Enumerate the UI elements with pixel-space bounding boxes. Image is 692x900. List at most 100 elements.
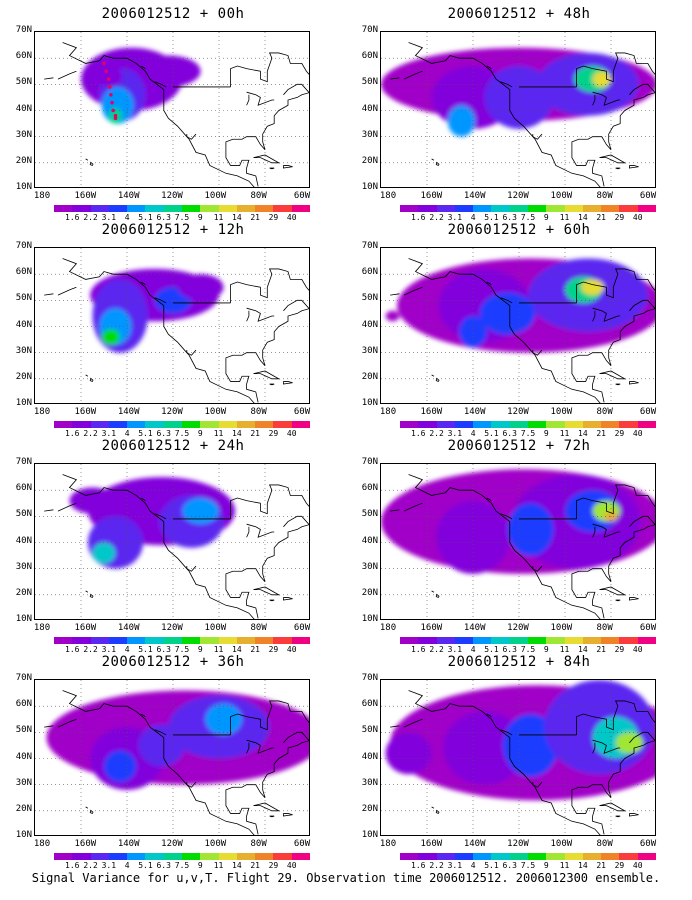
coastline <box>571 363 605 403</box>
colorbar <box>400 853 656 860</box>
coastline <box>615 383 621 386</box>
map-panel: 2006012512 + 00h 70N 60N 50N 40N 30N 20N 10N 180… <box>0 0 346 222</box>
coastline <box>225 524 309 583</box>
coastline <box>408 474 601 619</box>
coastline <box>615 599 621 602</box>
colorbar-label: 1.6 <box>411 861 426 870</box>
variance-contour <box>581 279 605 296</box>
colorbar-swatch <box>145 205 164 212</box>
coastline <box>246 307 275 322</box>
coastline <box>571 795 605 835</box>
coastline <box>431 158 435 161</box>
coastline <box>403 70 423 80</box>
coastline <box>592 91 621 106</box>
coastline <box>576 484 655 519</box>
colorbar-label: 40 <box>286 645 297 654</box>
coastline <box>230 700 309 735</box>
latitude-label: 30N <box>361 345 378 356</box>
longitude-label: 180 <box>379 407 397 417</box>
colorbar-swatch <box>181 853 201 860</box>
colorbar-swatch <box>127 853 146 860</box>
latitude-label: 70N <box>361 241 378 251</box>
longitude-label: 60W <box>293 623 311 633</box>
colorbar-label: 2.2 <box>83 645 98 654</box>
colorbar-label: 29 <box>614 645 625 654</box>
coastline <box>571 147 605 187</box>
longitude-label: 140W <box>463 839 486 849</box>
longitude-label: 60W <box>639 407 657 417</box>
coastline <box>435 377 440 382</box>
colorbar-label: 21 <box>250 213 260 222</box>
longitude-label: 60W <box>293 191 311 201</box>
latitude-label: 10N <box>361 182 378 192</box>
colorbar-swatch <box>491 421 510 428</box>
colorbar-label: 2.2 <box>429 645 444 654</box>
colorbar-label: 14 <box>578 213 588 222</box>
colorbar-swatch <box>454 205 474 212</box>
coastline <box>500 297 513 304</box>
map-svg <box>35 32 309 187</box>
colorbar-swatch <box>619 205 638 212</box>
colorbar-swatch <box>418 637 437 644</box>
coastline <box>532 781 543 788</box>
latitude-label: 60N <box>15 699 32 710</box>
colorbar-label: 29 <box>268 213 279 222</box>
colorbar <box>54 637 310 644</box>
coastline <box>403 718 423 728</box>
colorbar-swatch <box>436 205 455 212</box>
colorbar <box>400 421 656 428</box>
colorbar-label: 3.1 <box>447 213 463 222</box>
longitude-label: 160W <box>74 407 97 417</box>
colorbar-label: 40 <box>632 861 643 870</box>
coastline <box>599 586 627 596</box>
colorbar-label: 6.3 <box>156 645 171 654</box>
colorbar-swatch <box>454 637 474 644</box>
observation-point <box>109 93 113 97</box>
colorbar-label: 5.1 <box>138 645 153 654</box>
colorbar-swatch <box>637 853 656 860</box>
coastline <box>246 739 275 754</box>
coastline <box>269 599 275 602</box>
colorbar-label: 14 <box>232 645 242 654</box>
colorbar-swatch <box>236 637 256 644</box>
longitude-label: 140W <box>463 407 486 417</box>
coastline <box>44 293 54 296</box>
coastline <box>253 370 281 380</box>
coastline <box>44 77 54 80</box>
colorbar-swatch <box>582 421 602 428</box>
coastline <box>246 94 250 106</box>
colorbar-swatch <box>291 853 310 860</box>
colorbar-swatch <box>218 421 237 428</box>
map-area <box>380 247 656 404</box>
longitude-label: 120W <box>161 191 183 201</box>
coastline <box>246 310 250 322</box>
latitude-label: 60N <box>15 51 32 62</box>
colorbar-swatch <box>436 853 455 860</box>
colorbar-label: 9 <box>543 429 549 438</box>
latitude-label: 50N <box>15 725 32 736</box>
colorbar-label: 29 <box>268 861 279 870</box>
coastline <box>246 742 250 754</box>
latitude-label: 30N <box>15 777 32 788</box>
colorbar-label: 7.5 <box>520 429 536 438</box>
colorbar-label: 2.2 <box>83 861 98 870</box>
colorbar-label: 5.1 <box>484 861 499 870</box>
coastline <box>246 526 250 538</box>
latitude-label: 10N <box>15 614 32 624</box>
coastline <box>89 809 94 814</box>
longitude-label: 180 <box>33 623 51 633</box>
coastline <box>592 523 621 538</box>
longitude-label: 80W <box>250 191 267 201</box>
variance-contour <box>101 329 121 345</box>
coastline <box>62 42 255 187</box>
colorbar-swatch <box>527 853 547 860</box>
map-panel: 2006012512 + 60h 70N 60N 50N 40N 30N 20N 10N 180… <box>346 216 692 438</box>
colorbar-swatch <box>181 205 201 212</box>
colorbar-swatch <box>72 637 91 644</box>
longitude-label: 140W <box>463 623 486 633</box>
colorbar-label: 21 <box>250 429 260 438</box>
latitude-label: 40N <box>361 103 378 114</box>
coastline <box>390 77 400 80</box>
longitude-label: 160W <box>420 191 443 201</box>
variance-contour <box>502 714 559 777</box>
